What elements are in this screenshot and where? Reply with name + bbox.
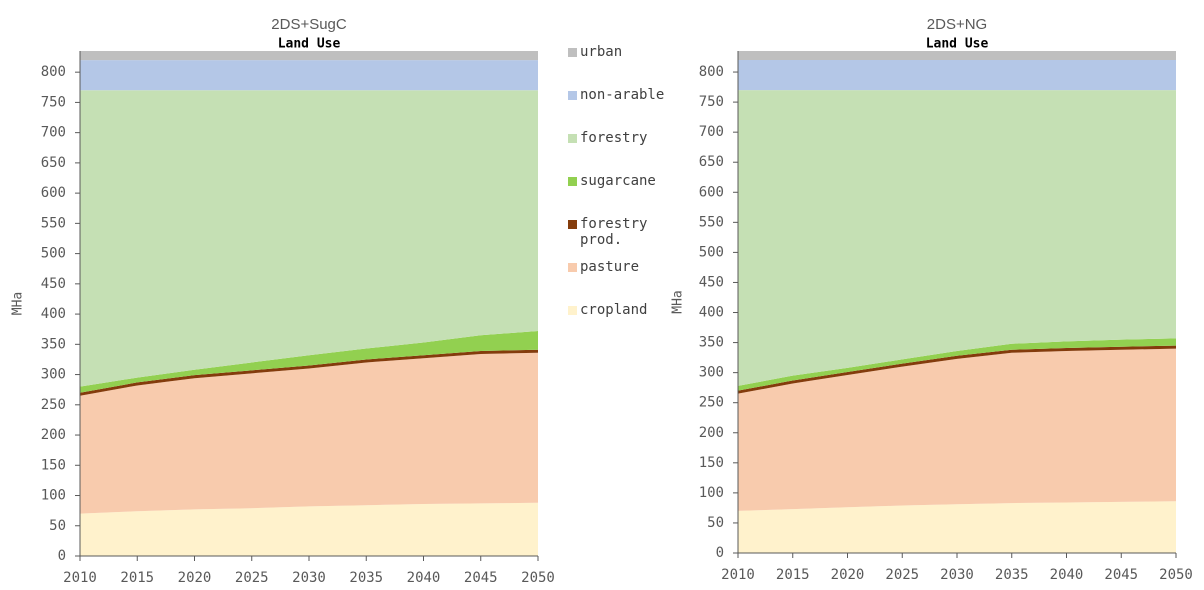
x-tick-label: 2030	[940, 567, 974, 583]
y-tick-label: 700	[699, 124, 724, 140]
legend-item: forestry prod.	[568, 216, 688, 259]
x-tick-label: 2020	[178, 570, 212, 586]
x-tick-label: 2040	[407, 570, 441, 586]
x-tick-label: 2010	[63, 570, 97, 586]
legend-item: urban	[568, 44, 688, 87]
y-tick-label: 300	[699, 365, 724, 381]
legend-label: forestry prod.	[580, 216, 648, 248]
area	[80, 502, 538, 556]
x-tick-label: 2040	[1050, 567, 1084, 583]
y-tick-label: 100	[41, 488, 66, 504]
legend-swatch	[568, 306, 577, 315]
y-tick-label: 150	[41, 457, 66, 473]
x-tick-label: 2035	[349, 570, 383, 586]
legend-item: forestry	[568, 130, 688, 173]
y-tick-label: 50	[49, 518, 66, 534]
y-tick-label: 100	[699, 485, 724, 501]
area	[80, 51, 538, 61]
legend-swatch	[568, 91, 577, 100]
y-tick-label: 350	[699, 335, 724, 351]
y-tick-label: 650	[699, 154, 724, 170]
y-tick-label: 600	[41, 185, 66, 201]
y-tick-label: 600	[699, 184, 724, 200]
chart-title: 2DS+SugC	[271, 16, 347, 33]
y-tick-label: 450	[41, 276, 66, 292]
area	[80, 352, 538, 514]
y-tick-label: 500	[41, 246, 66, 262]
y-tick-label: 650	[41, 155, 66, 171]
legend-swatch	[568, 134, 577, 143]
x-tick-label: 2045	[464, 570, 498, 586]
y-tick-label: 750	[41, 94, 66, 110]
x-tick-label: 2010	[721, 567, 755, 583]
y-axis-label: MHa	[11, 292, 26, 315]
x-tick-label: 2025	[885, 567, 919, 583]
x-tick-label: 2025	[235, 570, 269, 586]
x-tick-label: 2050	[521, 570, 555, 586]
chart-title: 2DS+NG	[927, 16, 987, 33]
y-tick-label: 550	[41, 215, 66, 231]
legend-swatch	[568, 48, 577, 57]
y-tick-label: 400	[41, 306, 66, 322]
y-tick-label: 50	[707, 515, 724, 531]
y-tick-label: 250	[41, 397, 66, 413]
area	[738, 338, 1176, 391]
y-tick-label: 400	[699, 305, 724, 321]
y-tick-label: 200	[699, 425, 724, 441]
y-tick-label: 250	[699, 395, 724, 411]
x-tick-label: 2020	[831, 567, 865, 583]
legend-label: urban	[580, 44, 623, 60]
area	[738, 348, 1176, 511]
y-tick-label: 0	[716, 545, 724, 561]
y-tick-label: 450	[699, 274, 724, 290]
legend-label: forestry	[580, 130, 648, 146]
y-tick-label: 300	[41, 367, 66, 383]
area	[80, 90, 538, 387]
legend-item: cropland	[568, 302, 688, 345]
legend-label: cropland	[580, 302, 648, 318]
area	[738, 51, 1176, 61]
y-tick-label: 200	[41, 427, 66, 443]
legend-item: pasture	[568, 259, 688, 302]
y-tick-label: 700	[41, 125, 66, 141]
y-tick-label: 150	[699, 455, 724, 471]
area	[738, 90, 1176, 386]
legend-item: non-arable	[568, 87, 688, 130]
legend-label: sugarcane	[580, 173, 656, 189]
x-tick-label: 2050	[1159, 567, 1193, 583]
area	[80, 331, 538, 393]
x-tick-label: 2015	[776, 567, 810, 583]
y-tick-label: 550	[699, 214, 724, 230]
legend-swatch	[568, 220, 577, 229]
area	[738, 60, 1176, 91]
y-axis-label: MHa	[671, 290, 686, 313]
x-tick-label: 2045	[1104, 567, 1138, 583]
x-tick-label: 2035	[995, 567, 1029, 583]
y-tick-label: 750	[699, 94, 724, 110]
legend-item: sugarcane	[568, 173, 688, 216]
legend-label: non-arable	[580, 87, 665, 103]
legend-swatch	[568, 177, 577, 186]
area	[80, 60, 538, 91]
chart-subtitle: Land Use	[278, 37, 341, 52]
x-tick-label: 2015	[120, 570, 154, 586]
x-tick-label: 2030	[292, 570, 326, 586]
chart-subtitle: Land Use	[926, 37, 989, 52]
y-tick-label: 0	[58, 548, 66, 564]
y-tick-label: 350	[41, 336, 66, 352]
y-tick-label: 800	[41, 64, 66, 80]
y-tick-label: 500	[699, 244, 724, 260]
legend-label: pasture	[580, 259, 640, 275]
legend: urban non-arable forestry sugarcane forestry…	[568, 44, 688, 345]
area	[738, 501, 1176, 553]
y-tick-label: 800	[699, 64, 724, 80]
legend-swatch	[568, 263, 577, 272]
